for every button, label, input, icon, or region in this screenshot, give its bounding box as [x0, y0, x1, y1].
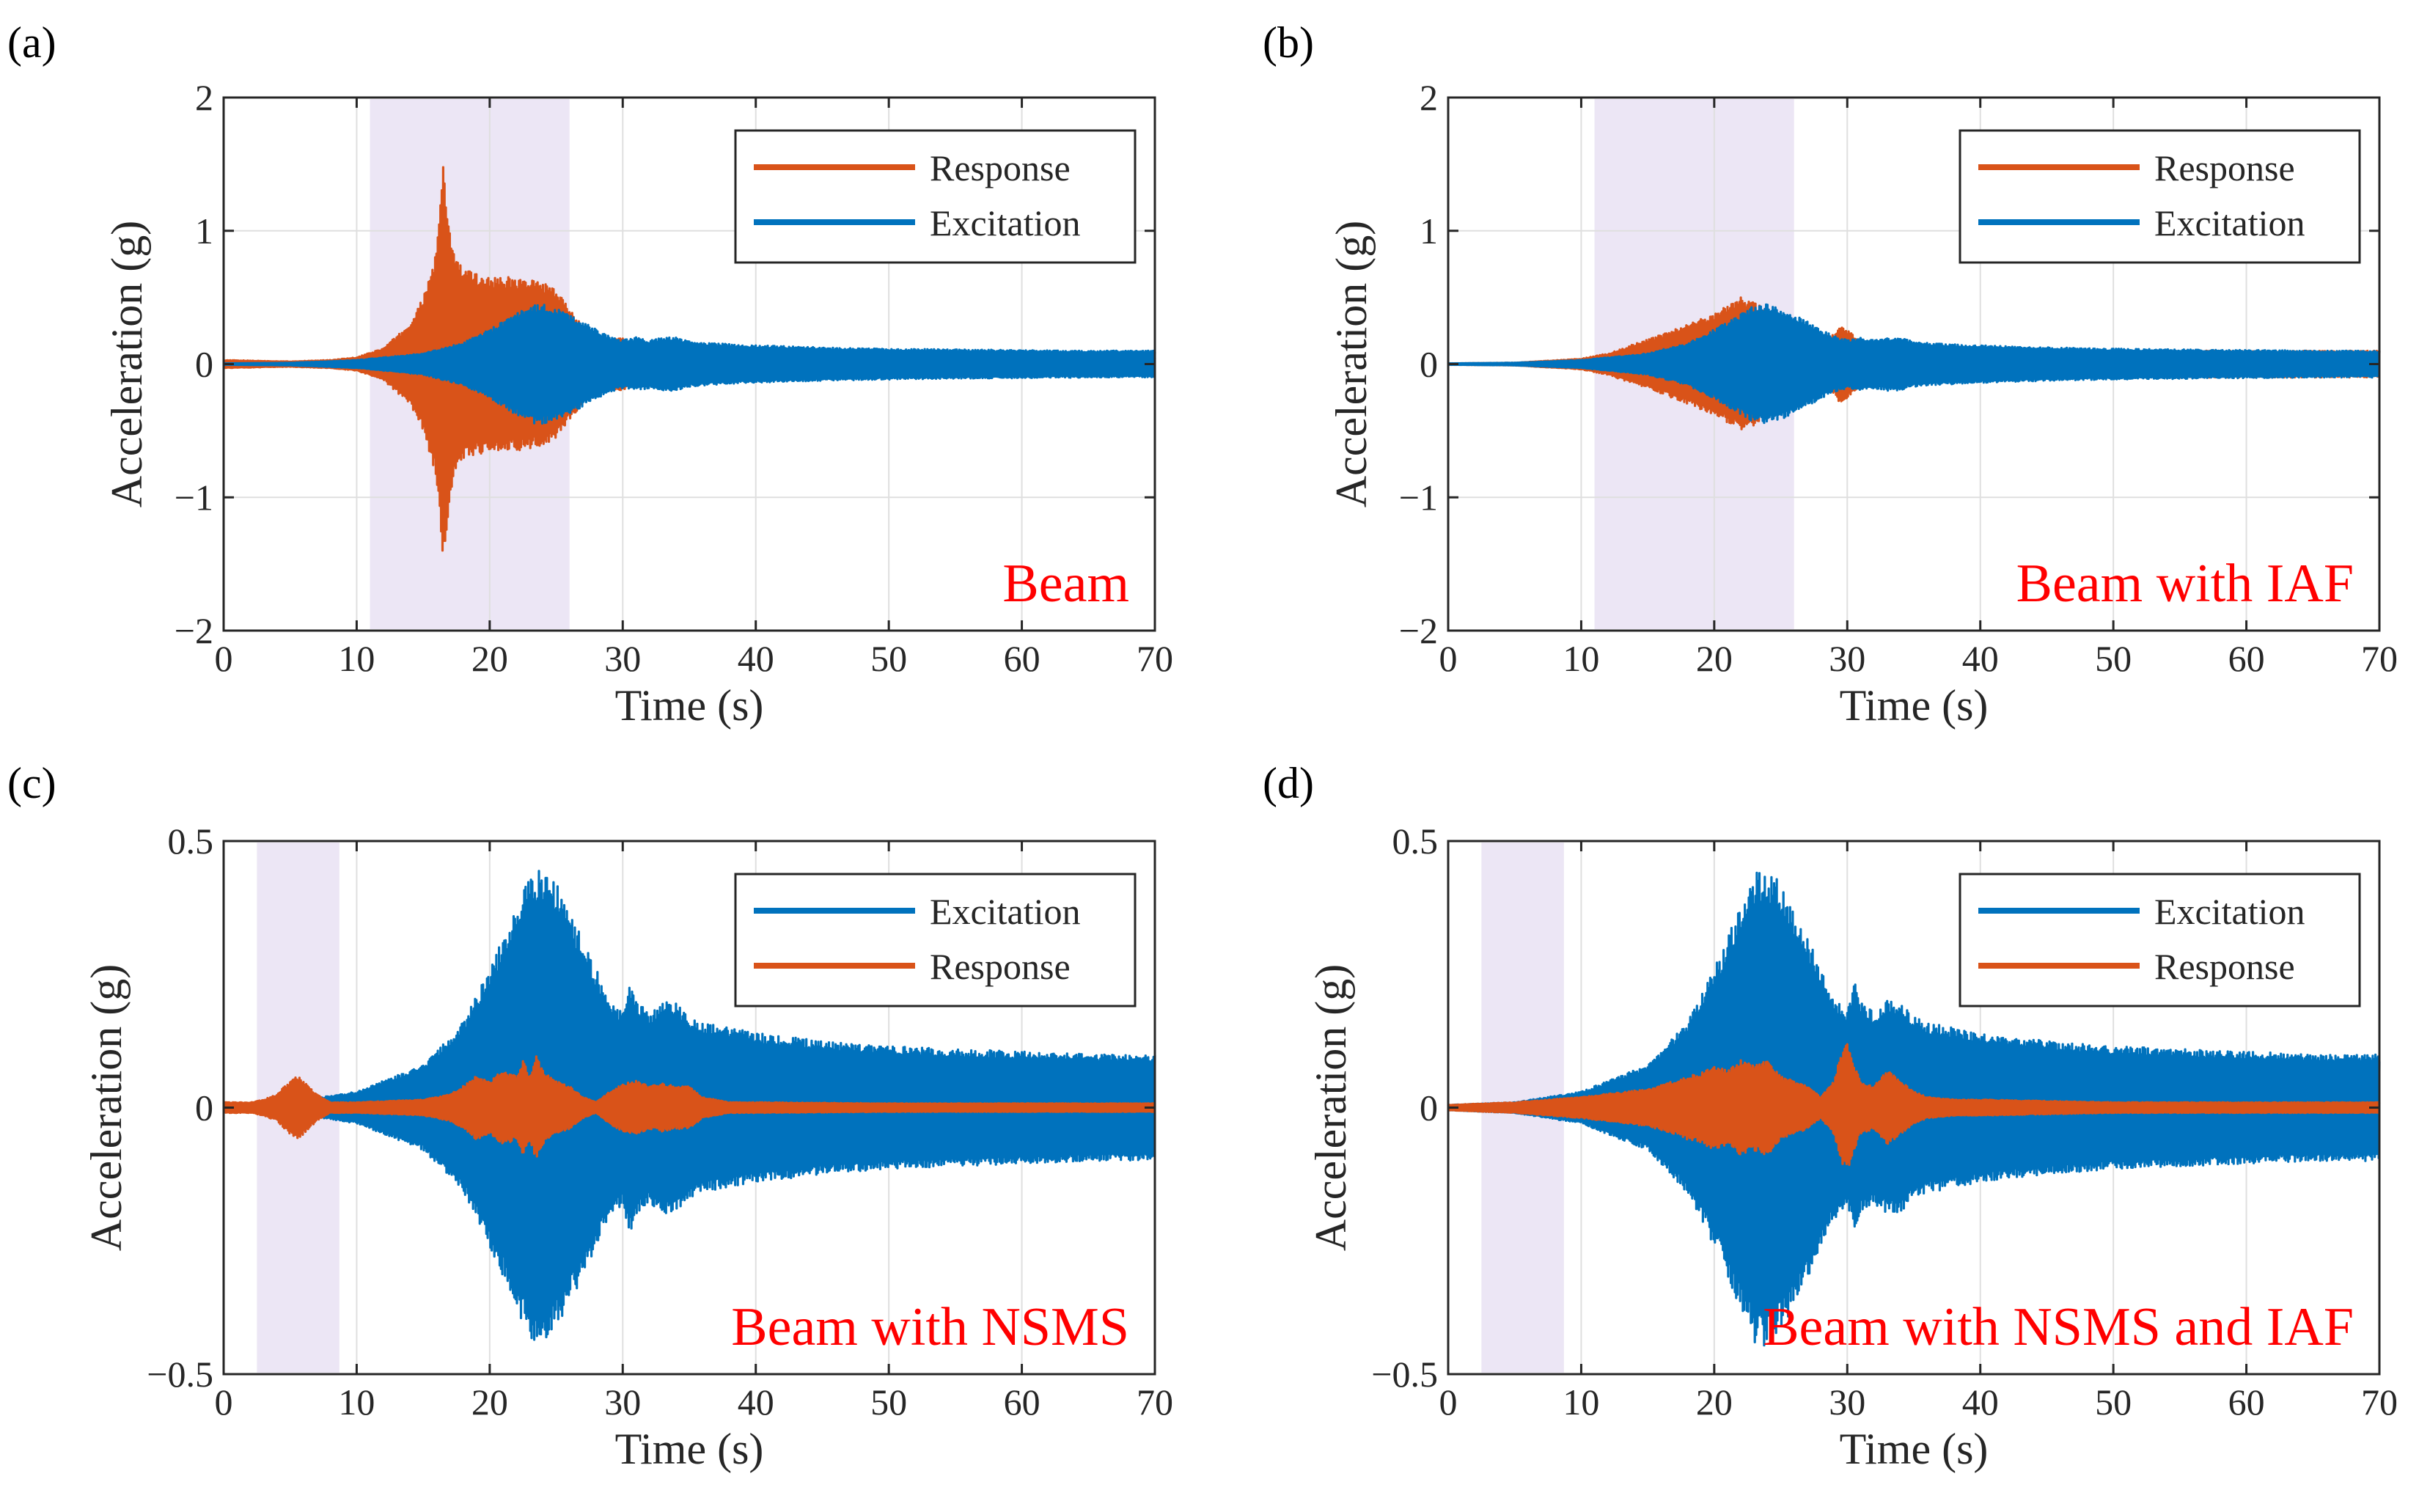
- y-tick-label: −1: [175, 477, 213, 518]
- x-tick-label: 0: [215, 638, 233, 679]
- panel-label: (c): [7, 759, 56, 807]
- y-tick-label: −2: [175, 610, 213, 651]
- y-tick-label: 1: [195, 210, 213, 252]
- x-axis-label: Time (s): [1840, 681, 1989, 730]
- x-tick-label: 40: [738, 638, 774, 679]
- legend: Response Excitation: [1959, 129, 2361, 264]
- x-tick-label: 60: [1004, 1381, 1040, 1423]
- y-tick-label: 0: [1420, 1087, 1438, 1129]
- x-tick-label: 20: [1696, 638, 1733, 679]
- x-axis-label: Time (s): [1840, 1425, 1989, 1473]
- x-tick-label: 70: [2361, 1381, 2398, 1423]
- y-axis-label: Acceleration (g): [103, 221, 151, 507]
- y-tick-label: 0.5: [168, 821, 214, 862]
- x-tick-label: 70: [1137, 1381, 1173, 1423]
- x-tick-label: 30: [604, 1381, 641, 1423]
- y-tick-label: −1: [1399, 477, 1438, 518]
- panel-label: (d): [1263, 759, 1314, 807]
- x-tick-label: 10: [338, 1381, 375, 1423]
- x-tick-label: 70: [1137, 638, 1173, 679]
- y-tick-label: 0: [1420, 344, 1438, 385]
- x-tick-label: 30: [1829, 638, 1865, 679]
- x-tick-label: 10: [1563, 1381, 1599, 1423]
- y-tick-label: 0.5: [1392, 821, 1439, 862]
- legend-label-excitation: Excitation: [930, 891, 1081, 932]
- y-axis-label: Acceleration (g): [1307, 964, 1355, 1251]
- chart-panel-a: (a) 0 10 20 30 40 50 60 70 −2 −1 0 1 2 Time (s) Acceler…: [7, 18, 1173, 730]
- x-axis-label: Time (s): [615, 681, 764, 730]
- x-tick-label: 20: [1696, 1381, 1733, 1423]
- panel-annotation: Beam with NSMS: [731, 1297, 1129, 1357]
- x-tick-label: 10: [1563, 638, 1599, 679]
- x-axis-label: Time (s): [615, 1425, 764, 1473]
- y-axis-label: Acceleration (g): [1327, 221, 1376, 507]
- x-tick-label: 40: [738, 1381, 774, 1423]
- y-tick-label: 2: [195, 77, 213, 118]
- x-tick-label: 10: [338, 638, 375, 679]
- y-tick-label: 0: [195, 344, 213, 385]
- x-tick-label: 0: [215, 1381, 233, 1423]
- x-tick-label: 0: [1439, 1381, 1458, 1423]
- legend-label-excitation: Excitation: [2154, 202, 2305, 243]
- y-tick-label: −0.5: [147, 1354, 213, 1395]
- x-tick-label: 20: [471, 638, 508, 679]
- x-tick-label: 70: [2361, 638, 2398, 679]
- x-tick-label: 60: [2228, 1381, 2265, 1423]
- x-tick-label: 0: [1439, 638, 1458, 679]
- chart-panel-b: (b) 0 10 20 30 40 50 60 70 −2 −1 0 1 2 Time (s) Acceler…: [1263, 18, 2398, 730]
- x-tick-label: 50: [870, 1381, 907, 1423]
- legend-label-response: Response: [2154, 946, 2295, 987]
- x-tick-label: 40: [1962, 1381, 1999, 1423]
- panel-label: (b): [1263, 18, 1314, 67]
- x-tick-label: 50: [2095, 1381, 2132, 1423]
- y-axis-label: Acceleration (g): [82, 964, 131, 1251]
- panel-annotation: Beam with NSMS and IAF: [1763, 1297, 2354, 1357]
- y-tick-label: −2: [1399, 610, 1438, 651]
- legend: Excitation Response: [734, 873, 1137, 1008]
- legend-label-excitation: Excitation: [2154, 891, 2305, 932]
- panel-annotation: Beam with IAF: [2016, 554, 2354, 614]
- legend-label-response: Response: [2154, 147, 2295, 188]
- legend: Response Excitation: [734, 129, 1137, 264]
- y-tick-label: 0: [195, 1087, 213, 1129]
- series-response: [1447, 1043, 2381, 1166]
- legend-label-response: Response: [930, 946, 1071, 987]
- legend-box: [734, 873, 1137, 1008]
- x-tick-label: 50: [870, 638, 907, 679]
- y-tick-label: 1: [1420, 210, 1438, 252]
- legend-label-excitation: Excitation: [930, 202, 1081, 243]
- legend-box: [1959, 873, 2361, 1008]
- x-tick-label: 40: [1962, 638, 1999, 679]
- series-response: [222, 1055, 1156, 1158]
- panel-annotation: Beam: [1002, 554, 1129, 614]
- x-tick-label: 50: [2095, 638, 2132, 679]
- series-excitation: [222, 870, 1156, 1341]
- x-tick-label: 30: [1829, 1381, 1865, 1423]
- legend-box: [1959, 129, 2361, 264]
- x-tick-label: 60: [2228, 638, 2265, 679]
- y-tick-label: 2: [1420, 77, 1438, 118]
- legend: Excitation Response: [1959, 873, 2361, 1008]
- x-tick-label: 60: [1004, 638, 1040, 679]
- panel-label: (a): [7, 18, 56, 67]
- series-excitation: [222, 304, 1156, 425]
- legend-label-response: Response: [930, 147, 1071, 188]
- x-tick-label: 30: [604, 638, 641, 679]
- x-tick-label: 20: [471, 1381, 508, 1423]
- legend-box: [734, 129, 1137, 264]
- series-excitation: [1447, 303, 2381, 425]
- y-tick-label: −0.5: [1371, 1354, 1438, 1395]
